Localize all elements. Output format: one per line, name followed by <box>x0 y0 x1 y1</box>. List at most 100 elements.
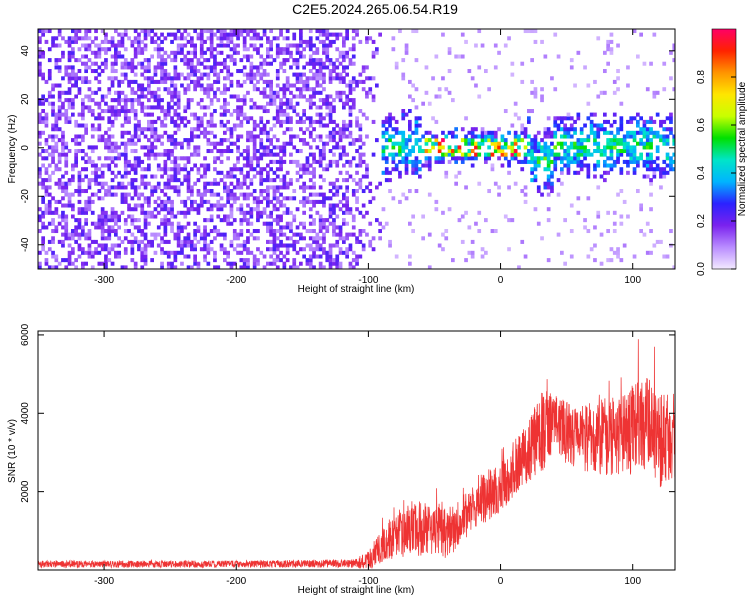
heatmap-cell <box>259 192 264 197</box>
heatmap-cell <box>156 61 161 66</box>
heatmap-cell <box>510 218 515 223</box>
heatmap-cell <box>503 138 508 143</box>
heatmap-cell <box>427 159 432 164</box>
heatmap-cell <box>408 138 412 143</box>
heatmap-cell <box>381 225 386 230</box>
heatmap-cell <box>180 181 184 186</box>
heatmap-cell <box>282 181 287 186</box>
heatmap-cell <box>560 167 564 172</box>
heatmap-cell <box>114 210 118 215</box>
heatmap-cell <box>81 79 85 84</box>
heatmap-cell <box>328 72 333 77</box>
heatmap-cell <box>203 232 207 237</box>
heatmap-cell <box>186 98 191 103</box>
heatmap-cell <box>77 192 82 197</box>
heatmap-cell <box>322 167 326 172</box>
heatmap-cell <box>100 163 105 168</box>
colorbar-tick-label: 0.6 <box>696 118 707 132</box>
heatmap-cell <box>61 258 65 263</box>
heatmap-cell <box>381 149 386 154</box>
heatmap-cell <box>513 156 518 161</box>
heatmap-cell <box>163 58 168 63</box>
heatmap-cell <box>246 76 250 81</box>
heatmap-cell <box>345 247 349 252</box>
heatmap-cell <box>536 159 541 164</box>
heatmap-cell <box>305 258 310 263</box>
heatmap-cell <box>464 116 468 121</box>
heatmap-cell <box>315 159 320 164</box>
heatmap-cell <box>345 254 349 259</box>
heatmap-cell <box>328 163 333 168</box>
heatmap-cell <box>292 189 297 194</box>
heatmap-cell <box>665 163 670 168</box>
heatmap-cell <box>61 101 65 106</box>
heatmap-cell <box>206 83 211 88</box>
heatmap-cell <box>322 50 326 55</box>
heatmap-cell <box>299 32 303 37</box>
heatmap-cell <box>398 159 402 164</box>
heatmap-cell <box>573 145 577 150</box>
heatmap-cell <box>609 123 614 128</box>
heatmap-cell <box>404 196 409 201</box>
heatmap-cell <box>170 225 174 230</box>
heatmap-cell <box>474 152 478 157</box>
heatmap-cell <box>156 94 161 99</box>
heatmap-cell <box>434 134 439 139</box>
heatmap-cell <box>84 54 88 59</box>
heatmap-cell <box>312 152 316 157</box>
heatmap-cell <box>553 116 558 121</box>
heatmap-cell <box>302 39 306 44</box>
heatmap-cell <box>593 138 597 143</box>
heatmap-cell <box>183 76 188 81</box>
heatmap-cell <box>170 159 174 164</box>
heatmap-cell <box>292 43 297 48</box>
heatmap-cell <box>51 123 55 128</box>
heatmap-cell <box>259 43 264 48</box>
heatmap-cell <box>41 94 45 99</box>
heatmap-cell <box>394 65 399 70</box>
heatmap-cell <box>153 32 158 37</box>
heatmap-cell <box>626 119 630 124</box>
heatmap-cell <box>256 72 260 77</box>
heatmap-cell <box>226 76 230 81</box>
heatmap-cell <box>279 232 283 237</box>
heatmap-cell <box>566 163 571 168</box>
heatmap-cell <box>530 29 534 34</box>
heatmap-cell <box>338 261 343 266</box>
heatmap-cell <box>318 138 323 143</box>
heatmap-cell <box>510 149 515 154</box>
heatmap-cell <box>170 214 174 219</box>
heatmap-cell <box>583 218 587 223</box>
heatmap-cell <box>61 232 65 237</box>
heatmap-cell <box>361 243 366 248</box>
heatmap-cell <box>54 199 59 204</box>
heatmap-cell <box>67 105 72 110</box>
heatmap-cell <box>246 229 250 234</box>
heatmap-cell <box>67 79 72 84</box>
heatmap-cell <box>236 109 240 114</box>
heatmap-cell <box>437 243 442 248</box>
heatmap-cell <box>345 189 349 194</box>
heatmap-cell <box>67 50 72 55</box>
heatmap-cell <box>599 127 604 132</box>
heatmap-cell <box>437 87 442 92</box>
colorbar-label: Normalized spectral amplitude <box>737 81 748 216</box>
heatmap-cell <box>104 210 108 215</box>
heatmap-cell <box>279 199 283 204</box>
heatmap-cell <box>123 105 128 110</box>
heatmap-cell <box>579 130 584 135</box>
heatmap-cell <box>342 90 346 95</box>
heatmap-cell <box>632 149 637 154</box>
heatmap-cell <box>246 130 250 135</box>
heatmap-cell <box>414 170 419 175</box>
heatmap-cell <box>371 247 376 252</box>
heatmap-cell <box>94 61 98 66</box>
heatmap-cell <box>437 159 442 164</box>
heatmap-cell <box>206 123 211 128</box>
heatmap-cell <box>133 134 138 139</box>
heatmap-cell <box>520 189 525 194</box>
heatmap-cell <box>649 141 653 146</box>
heatmap-cell <box>232 218 237 223</box>
heatmap-cell <box>342 123 346 128</box>
heatmap-cell <box>418 138 422 143</box>
